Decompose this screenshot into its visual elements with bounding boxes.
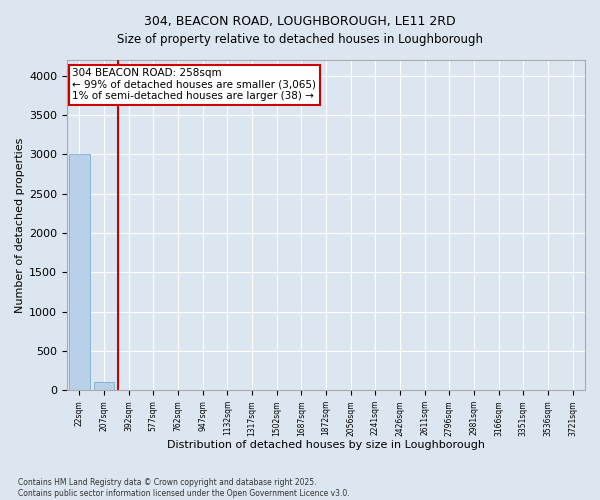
X-axis label: Distribution of detached houses by size in Loughborough: Distribution of detached houses by size … — [167, 440, 485, 450]
Text: Contains HM Land Registry data © Crown copyright and database right 2025.
Contai: Contains HM Land Registry data © Crown c… — [18, 478, 350, 498]
Text: Size of property relative to detached houses in Loughborough: Size of property relative to detached ho… — [117, 32, 483, 46]
Text: 304, BEACON ROAD, LOUGHBOROUGH, LE11 2RD: 304, BEACON ROAD, LOUGHBOROUGH, LE11 2RD — [144, 15, 456, 28]
Bar — [69, 154, 90, 390]
Bar — [94, 382, 115, 390]
Text: 304 BEACON ROAD: 258sqm
← 99% of detached houses are smaller (3,065)
1% of semi-: 304 BEACON ROAD: 258sqm ← 99% of detache… — [72, 68, 316, 102]
Y-axis label: Number of detached properties: Number of detached properties — [15, 138, 25, 313]
